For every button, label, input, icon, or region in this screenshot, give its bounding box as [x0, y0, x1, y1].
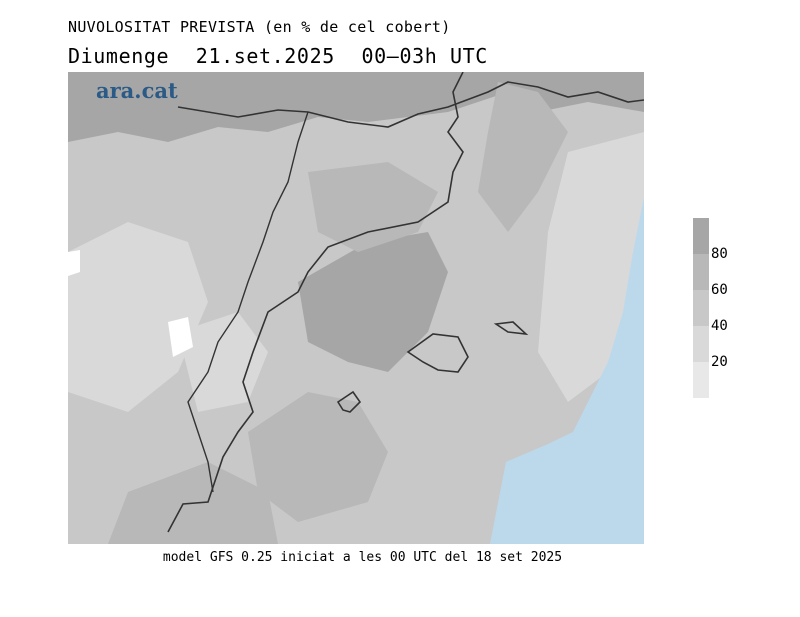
legend-swatch-20-40 [693, 326, 709, 362]
cloud-zone-upper [308, 162, 438, 252]
cloud-zone-southwest [248, 392, 388, 522]
cloud-zone-west-light [68, 222, 208, 412]
border-inland [187, 111, 309, 493]
cloud-zone-clear-patch-2 [68, 250, 80, 276]
legend-tick-40: 40 [711, 318, 728, 334]
border-north [177, 81, 644, 128]
model-info: model GFS 0.25 iniciat a les 00 UTC del … [162, 550, 563, 565]
legend-tick-80: 80 [711, 246, 728, 262]
legend-tick-60: 60 [711, 282, 728, 298]
map-title: NUVOLOSITAT PREVISTA (en % de cel cobert… [68, 18, 451, 36]
cloud-zone-center [298, 232, 448, 372]
cloud-cover-map [68, 72, 644, 544]
cloud-cover-legend [693, 218, 709, 398]
forecast-day: Diumenge [68, 44, 170, 68]
island-mallorca [406, 333, 469, 373]
legend-swatch-80-100 [693, 218, 709, 254]
island-menorca [493, 321, 529, 336]
legend-swatch-60-80 [693, 254, 709, 290]
cloud-zone-northeast [478, 82, 568, 232]
brand-logo[interactable]: ara.cat [96, 78, 178, 103]
forecast-hours: 00–03h UTC [361, 44, 488, 68]
cloud-zone-clear-patch [168, 317, 193, 357]
clear-sky-sea [490, 197, 644, 544]
legend-tick-20: 20 [711, 354, 728, 370]
legend-swatch-0-20 [693, 362, 709, 398]
forecast-date: 21.set.2025 [195, 44, 335, 68]
legend-swatch-40-60 [693, 290, 709, 326]
forecast-time: Diumenge 21.set.2025 00–03h UTC [68, 44, 502, 68]
island-ibiza [336, 390, 362, 413]
coastline-east [167, 72, 464, 533]
